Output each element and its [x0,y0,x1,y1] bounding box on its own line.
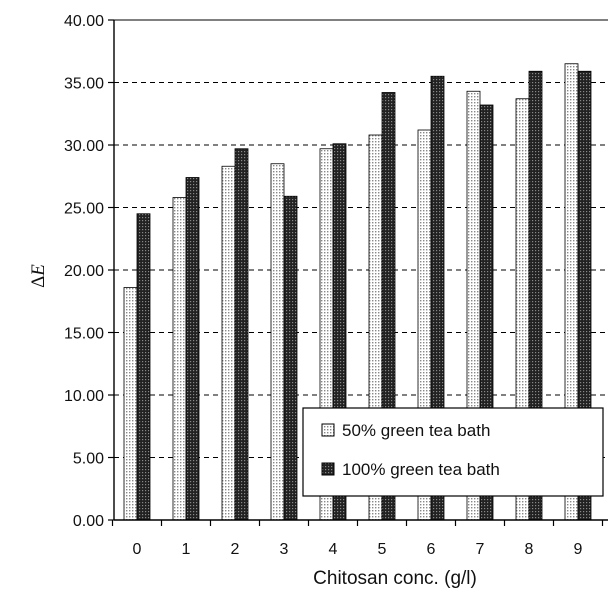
x-tick-label: 8 [525,541,534,558]
y-tick-label: 15.00 [64,326,104,343]
x-tick-label: 4 [329,541,338,558]
bar-series-2-cat-3 [283,195,298,521]
bar-series-1-cat-2 [221,165,236,521]
legend-swatch-series-1 [321,423,335,437]
x-tick-label: 2 [231,541,240,558]
x-tick-label: 9 [574,541,583,558]
bar-series-2-cat-1 [185,177,200,521]
legend-swatch-series-2 [321,462,335,476]
y-tick-label: 0.00 [73,513,104,530]
bar-series-1-cat-3 [270,163,285,521]
y-axis-title-delta: Δ [28,276,49,288]
y-tick-label: 25.00 [64,201,104,218]
y-tick-label: 40.00 [64,13,104,30]
legend-box [302,407,604,497]
y-tick-label: 20.00 [64,263,104,280]
x-tick-label: 3 [280,541,289,558]
legend-label-series-2: 100% green tea bath [342,460,500,479]
bar-series-1-cat-1 [172,197,187,521]
bar-series-1-cat-0 [123,287,138,521]
y-axis-title: ΔE [28,264,49,288]
x-tick-label: 1 [182,541,191,558]
y-tick-label: 30.00 [64,138,104,155]
x-axis-title: Chitosan conc. (g/l) [313,568,477,589]
x-tick-label: 7 [476,541,485,558]
x-tick-label: 6 [427,541,436,558]
y-tick-label: 35.00 [64,76,104,93]
x-tick-label: 0 [133,541,142,558]
y-tick-label: 10.00 [64,388,104,405]
bar-series-2-cat-2 [234,148,249,521]
labels: 0.005.0010.0015.0020.0025.0030.0035.0040… [64,13,583,558]
y-axis-title-var: E [28,264,49,277]
legend-label-series-1: 50% green tea bath [342,421,490,440]
y-tick-label: 5.00 [73,451,104,468]
x-tick-label: 5 [378,541,387,558]
bar-series-2-cat-0 [136,213,151,521]
legend: 50% green tea bath 100% green tea bath [302,407,604,497]
axes [108,19,608,526]
